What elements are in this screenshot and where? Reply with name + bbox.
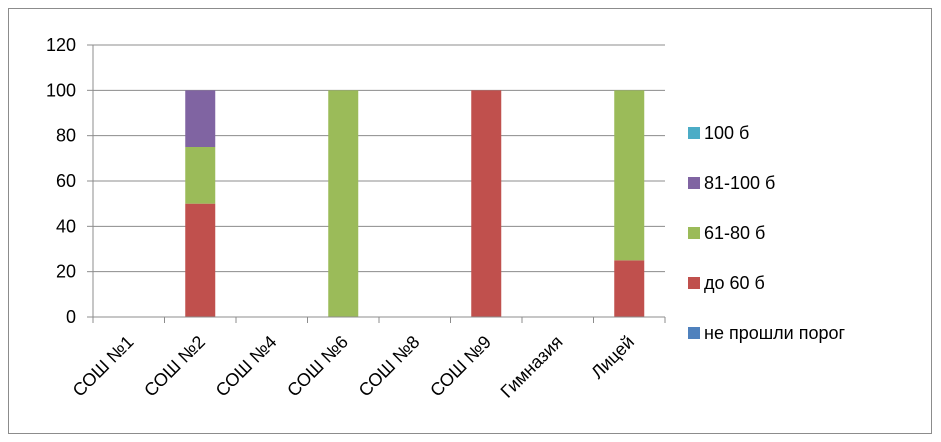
y-tick-label: 80 [56, 126, 76, 146]
legend-label: не прошли порог [704, 323, 845, 343]
x-tick-label: Лицей [587, 332, 638, 383]
chart-frame [8, 8, 932, 434]
bar-segment-до-60-б [471, 90, 502, 317]
y-tick-label: 120 [46, 35, 76, 55]
x-tick-label: СОШ №8 [355, 332, 424, 401]
bar-segment-61-80-б [185, 147, 216, 204]
y-tick-label: 20 [56, 262, 76, 282]
x-axis-tick-labels: СОШ №1 СОШ №2 СОШ №4 СОШ №6 СОШ №8 СОШ №9 Гимн… [69, 332, 638, 402]
y-axis-tick-labels: 0 20 40 60 80 100 120 [46, 35, 76, 327]
x-tick-label: Гимназия [497, 332, 567, 402]
y-tick-label: 40 [56, 216, 76, 236]
bar-segment-61-80-б [328, 90, 359, 317]
bar-segment-до-60-б [614, 260, 645, 317]
axes [87, 44, 666, 323]
x-tick-label: СОШ №6 [283, 332, 352, 401]
legend-label: 81-100 б [704, 173, 775, 193]
legend-label: до 60 б [704, 273, 765, 293]
bars [185, 90, 645, 317]
legend-swatch [688, 327, 700, 339]
x-tick-label: СОШ №1 [69, 332, 138, 401]
legend-label: 100 б [704, 123, 749, 143]
y-tick-label: 0 [66, 307, 76, 327]
x-tick-label: СОШ №9 [426, 332, 495, 401]
bar-segment-61-80-б [614, 90, 645, 261]
legend-swatch [688, 127, 700, 139]
bar-segment-81-100-б [185, 90, 216, 147]
legend-swatch [688, 177, 700, 189]
y-tick-label: 100 [46, 80, 76, 100]
legend-label: 61-80 б [704, 223, 765, 243]
x-tick-label: СОШ №2 [140, 332, 209, 401]
gridlines [93, 44, 665, 273]
legend-swatch [688, 277, 700, 289]
bar-segment-до-60-б [185, 203, 216, 317]
legend: 100 б 81-100 б 61-80 б до 60 б не прошли пор… [688, 123, 845, 343]
legend-swatch [688, 227, 700, 239]
x-tick-label: СОШ №4 [212, 332, 281, 401]
y-tick-label: 60 [56, 171, 76, 191]
